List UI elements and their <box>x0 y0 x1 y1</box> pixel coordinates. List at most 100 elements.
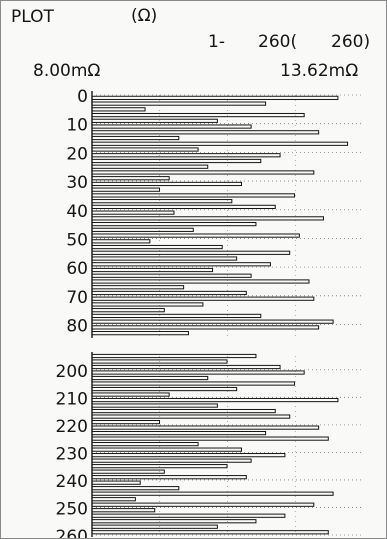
sample-bar <box>91 519 257 524</box>
sample-bar <box>91 475 247 480</box>
tick-label: 250 <box>56 499 88 519</box>
sample-bar <box>91 141 349 146</box>
range-start-label: 1- <box>208 32 225 52</box>
sample-bar <box>91 524 218 529</box>
tick-label: 0 <box>77 87 88 107</box>
sample-bar <box>91 244 223 250</box>
sample-bar <box>91 187 161 192</box>
sample-bar <box>91 118 218 123</box>
sample-bar <box>91 158 262 164</box>
tick-label: 200 <box>56 362 88 382</box>
sample-bar <box>91 164 209 169</box>
sample-bar <box>91 381 296 386</box>
sample-bar <box>91 262 271 267</box>
sample-bar <box>91 458 252 463</box>
max-value-label: 13.62mΩ <box>280 61 359 81</box>
range-count-label: 260) <box>331 32 371 52</box>
sample-bar <box>91 153 281 158</box>
sample-bar <box>91 250 291 255</box>
sample-bar <box>91 95 339 100</box>
sample-bar <box>91 486 180 491</box>
sample-bar <box>91 227 194 232</box>
sample-bar <box>91 442 199 447</box>
sample-bar <box>91 285 185 290</box>
tick-label: 230 <box>56 444 88 464</box>
sample-bar <box>91 408 276 414</box>
sample-bar <box>91 204 276 209</box>
tick-label: 70 <box>66 288 88 308</box>
sample-bar <box>91 453 286 458</box>
sample-bar <box>91 491 334 496</box>
sample-bar <box>91 386 238 392</box>
sample-bar <box>91 130 320 135</box>
unit-label: (Ω) <box>131 6 158 26</box>
sample-bar <box>91 397 339 403</box>
sample-bar <box>91 530 329 535</box>
sample-bar <box>91 414 291 419</box>
sample-bar <box>91 193 296 198</box>
sample-bar <box>91 210 175 215</box>
sample-bar <box>91 101 267 106</box>
tick-label: 80 <box>66 317 88 337</box>
sample-bar <box>91 135 180 141</box>
sample-bar <box>91 464 228 469</box>
tick-label: 40 <box>66 202 88 222</box>
sample-bar <box>91 107 146 112</box>
sample-bar <box>91 273 252 278</box>
min-value-label: 8.00mΩ <box>33 61 101 81</box>
sample-bar <box>91 199 233 204</box>
sample-bar <box>91 176 170 181</box>
sample-bar <box>91 508 156 513</box>
sample-bar <box>91 267 214 273</box>
sample-bar <box>91 513 286 518</box>
sample-bar <box>91 403 218 408</box>
sample-bar <box>91 222 257 227</box>
sample-bar <box>91 364 281 370</box>
sample-bar <box>91 497 136 502</box>
sample-bar <box>91 290 247 296</box>
sample-bar <box>91 447 242 452</box>
tick-label: 260 <box>56 527 88 538</box>
sample-bar <box>91 353 257 359</box>
sample-bar <box>91 370 305 375</box>
sample-bar <box>91 112 305 118</box>
sample-bar <box>91 502 315 507</box>
sample-bar <box>91 181 242 187</box>
sample-bar <box>91 431 267 436</box>
sample-bar <box>91 359 228 364</box>
tick-label: 30 <box>66 173 88 193</box>
sample-bar <box>91 170 315 175</box>
sample-bar <box>91 233 300 238</box>
sample-bar <box>91 302 204 307</box>
sample-bar <box>91 124 252 129</box>
sample-bar <box>91 147 199 152</box>
sample-bar <box>91 256 238 261</box>
sample-bar <box>91 375 209 381</box>
sample-bar <box>91 325 320 330</box>
sample-bar <box>91 279 310 284</box>
sample-bar <box>91 392 170 397</box>
range-end-label: 260( <box>258 32 298 52</box>
sample-bar <box>91 469 165 474</box>
sample-bar <box>91 419 161 425</box>
sample-bar <box>91 319 334 324</box>
tick-label: 10 <box>66 116 88 136</box>
tick-label: 210 <box>56 389 88 409</box>
sample-bar <box>91 239 151 244</box>
tick-label: 20 <box>66 144 88 164</box>
sample-bar <box>91 313 262 319</box>
sample-bar <box>91 425 320 430</box>
sample-bar <box>91 436 329 441</box>
mode-label: PLOT <box>11 7 54 27</box>
sample-bar <box>91 216 324 221</box>
tick-label: 60 <box>66 259 88 279</box>
tick-label: 50 <box>66 230 88 250</box>
sample-bar <box>91 480 141 485</box>
tick-label: 240 <box>56 472 88 492</box>
tick-label: 220 <box>56 417 88 437</box>
sample-bar <box>91 331 189 336</box>
sample-bar <box>91 296 315 301</box>
sample-bar <box>91 308 165 313</box>
